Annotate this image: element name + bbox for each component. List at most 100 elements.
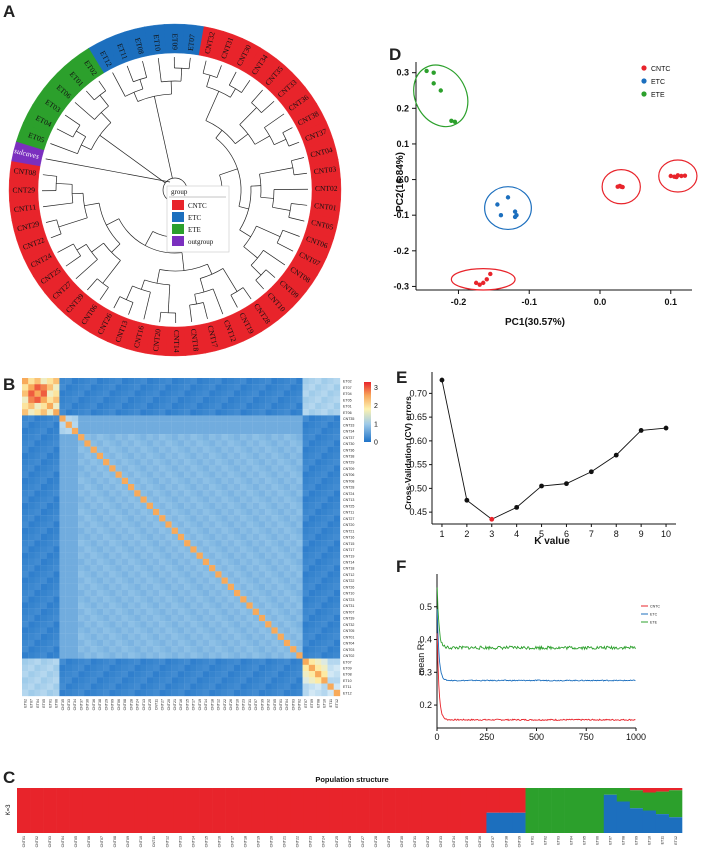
- heatmap-cell: [146, 427, 154, 435]
- heatmap-cell: [22, 652, 29, 659]
- heatmap-cell: [121, 446, 129, 453]
- heatmap-cell: [84, 421, 91, 429]
- heatmap-cell: [190, 627, 197, 634]
- tree-branch: [76, 130, 86, 137]
- heatmap-cell: [84, 490, 91, 497]
- heatmap-cell: [209, 459, 216, 466]
- heatmap-cell: [184, 490, 191, 497]
- heatmap-cell: [134, 384, 141, 391]
- tree-branch: [235, 133, 249, 144]
- heatmap-cell: [258, 677, 266, 684]
- tree-branch: [216, 65, 222, 78]
- heatmap-cell: [315, 652, 322, 659]
- heatmap-cell: [327, 533, 334, 541]
- heatmap-cell: [78, 434, 85, 441]
- heatmap-cell: [271, 671, 278, 678]
- heatmap-cell: [215, 409, 222, 416]
- heatmap-cell: [258, 459, 266, 466]
- heatmap-cell: [84, 446, 91, 453]
- heatmap-cell: [165, 608, 172, 616]
- heatmap-cell: [109, 421, 116, 429]
- heatmap-cell: [152, 465, 160, 472]
- heatmap-cell: [90, 446, 97, 453]
- heatmap-cell: [84, 590, 91, 597]
- heatmap-cell: [103, 502, 110, 510]
- heatmap-row-label: CNT28: [343, 486, 354, 490]
- heatmap-cell: [28, 664, 35, 672]
- heatmap-cell: [53, 546, 60, 553]
- heatmap-cell: [78, 652, 85, 659]
- heatmap-col-label: CNT03: [291, 699, 295, 710]
- heatmap-cell: [177, 565, 185, 572]
- heatmap-cell: [246, 608, 253, 616]
- heatmap-cell: [308, 590, 316, 597]
- heatmap-cell: [152, 421, 160, 429]
- structure-bar-segment: [121, 788, 135, 833]
- heatmap-cell: [227, 477, 235, 485]
- cv-x-tick-label: 2: [464, 529, 469, 539]
- heatmap-cell: [196, 658, 203, 665]
- heatmap-cell: [246, 378, 253, 385]
- structure-sample-label: CNT12: [165, 836, 169, 847]
- heatmap-cell: [159, 652, 166, 659]
- heatmap-cell: [271, 614, 278, 622]
- heatmap-cell: [78, 508, 85, 516]
- structure-bar-segment: [642, 792, 657, 811]
- heatmap-cell: [90, 396, 97, 404]
- heatmap-cell: [128, 440, 135, 447]
- heatmap-cell: [146, 515, 154, 522]
- heatmap-cell: [246, 484, 253, 491]
- heatmap-cell: [146, 415, 154, 422]
- pca-scatter-chart: -0.2 -0.1 0.0 0.10.30.20.10.0-0.1-0.2-0.3: [393, 62, 698, 307]
- heatmap-cell: [128, 533, 135, 541]
- heatmap-cell: [59, 434, 66, 441]
- heatmap-cell: [165, 621, 172, 628]
- heatmap-cell: [252, 577, 260, 584]
- heatmap-cell: [296, 415, 303, 422]
- heatmap-cell: [209, 508, 216, 516]
- tree-branch: [288, 217, 305, 222]
- heatmap-cell: [283, 502, 291, 510]
- heatmap-cell: [215, 521, 222, 528]
- heatmap-cell: [140, 540, 147, 547]
- heatmap-cell: [121, 552, 129, 559]
- heatmap-cell: [34, 565, 41, 572]
- heatmap-cell: [159, 546, 166, 553]
- heatmap-cell: [333, 540, 341, 547]
- structure-bar-segment: [538, 788, 552, 833]
- heatmap-cell: [134, 664, 141, 672]
- heatmap-cell: [215, 571, 222, 578]
- heatmap-cell: [333, 527, 341, 535]
- heatmap-cell: [271, 521, 278, 528]
- heatmap-col-label: CNT19: [198, 699, 202, 710]
- heatmap-cell: [234, 452, 241, 460]
- heatmap-cell: [277, 639, 285, 647]
- pca-point-etc: [512, 214, 518, 220]
- structure-sample-label: CNT09: [126, 836, 130, 847]
- heatmap-cell: [78, 540, 85, 547]
- panel-label-e: E: [396, 368, 407, 387]
- heatmap-cell: [165, 583, 172, 591]
- heatmap-cell: [202, 664, 210, 672]
- heatmap-cell: [115, 552, 122, 559]
- heatmap-cell: [308, 533, 316, 541]
- heatmap-cell: [252, 571, 260, 578]
- heatmap-cell: [177, 540, 185, 547]
- heatmap-cell: [315, 658, 322, 665]
- heatmap-cell: [22, 434, 29, 441]
- pca-x-tick-label: 0.1: [665, 297, 678, 307]
- heatmap-cell: [28, 402, 35, 410]
- heatmap-cell: [265, 515, 272, 522]
- heatmap-cell: [209, 496, 216, 503]
- heatmap-cell: [283, 477, 291, 485]
- heatmap-cell: [258, 440, 266, 447]
- heatmap-col-label: CNT12: [217, 699, 221, 710]
- heatmap-cell: [202, 459, 210, 466]
- structure-sample-label: CNT32: [426, 836, 430, 847]
- heatmap-cell: [258, 515, 266, 522]
- heatmap-cell: [302, 496, 309, 503]
- heatmap-cell: [277, 689, 285, 697]
- heatmap-cell: [71, 658, 79, 665]
- heatmap-cell: [234, 614, 241, 622]
- heatmap-cell: [90, 459, 97, 466]
